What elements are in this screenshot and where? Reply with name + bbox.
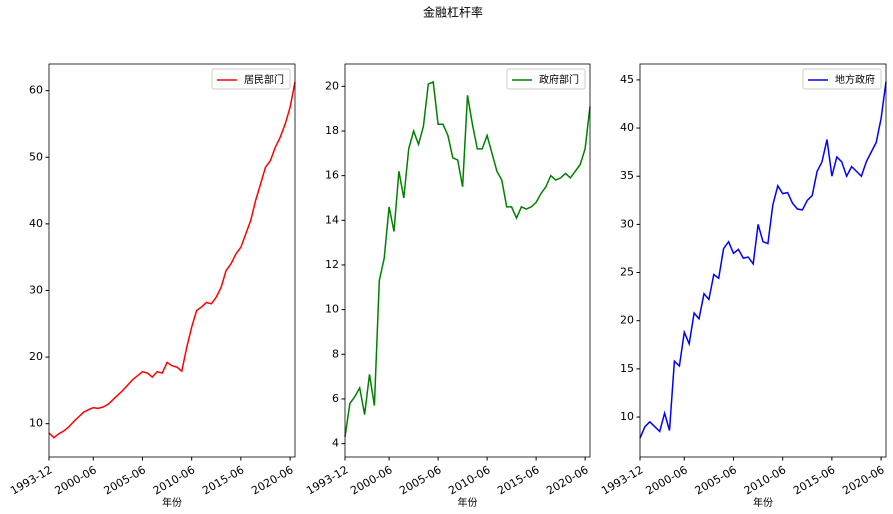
y-tick-label: 8 bbox=[332, 347, 339, 360]
x-axis-label: 年份 bbox=[162, 496, 182, 509]
data-line bbox=[344, 80, 591, 438]
y-tick-label: 18 bbox=[325, 124, 339, 137]
plot-frame bbox=[48, 63, 296, 458]
x-tick-label: 1993-12 bbox=[599, 463, 645, 497]
data-line bbox=[639, 81, 887, 439]
x-tick-label: 2005-06 bbox=[397, 463, 443, 497]
x-axis-label: 年份 bbox=[753, 496, 773, 509]
y-tick-label: 40 bbox=[29, 217, 43, 230]
legend-label: 政府部门 bbox=[539, 73, 579, 86]
x-axis-label: 年份 bbox=[458, 496, 478, 509]
x-tick-label: 2020-06 bbox=[840, 463, 886, 497]
x-tick-label: 1993-12 bbox=[8, 463, 54, 497]
legend-box bbox=[211, 68, 291, 90]
y-tick-label: 30 bbox=[29, 283, 43, 296]
y-tick-label: 10 bbox=[325, 303, 339, 316]
x-tick-label: 2000-06 bbox=[52, 463, 98, 497]
x-tick-label: 2010-06 bbox=[742, 463, 788, 497]
y-tick-label: 20 bbox=[29, 350, 43, 363]
y-tick-label: 35 bbox=[620, 169, 634, 182]
legend-label: 居民部门 bbox=[244, 73, 284, 86]
y-tick-label: 16 bbox=[325, 169, 339, 182]
legend-box bbox=[802, 68, 882, 90]
y-tick-label: 20 bbox=[620, 314, 634, 327]
x-tick-label: 2000-06 bbox=[643, 463, 689, 497]
y-tick-label: 20 bbox=[325, 79, 339, 92]
x-tick-label: 2000-06 bbox=[348, 463, 394, 497]
plot-frame bbox=[639, 63, 887, 458]
y-tick-label: 10 bbox=[620, 410, 634, 423]
y-tick-label: 40 bbox=[620, 121, 634, 134]
legend-label: 地方政府 bbox=[835, 73, 875, 86]
x-tick-label: 2015-06 bbox=[200, 463, 246, 497]
x-tick-label: 2015-06 bbox=[495, 463, 541, 497]
y-tick-label: 6 bbox=[332, 392, 339, 405]
x-tick-label: 2020-06 bbox=[249, 463, 295, 497]
y-tick-label: 60 bbox=[29, 84, 43, 97]
y-tick-label: 25 bbox=[620, 266, 634, 279]
data-line bbox=[48, 81, 296, 439]
x-tick-label: 2010-06 bbox=[151, 463, 197, 497]
y-tick-label: 15 bbox=[620, 362, 634, 375]
figure-title: 金融杠杆率 bbox=[423, 5, 483, 20]
legend-box bbox=[506, 68, 586, 90]
y-tick-label: 14 bbox=[325, 213, 339, 226]
y-tick-label: 12 bbox=[325, 258, 339, 271]
x-tick-label: 2005-06 bbox=[102, 463, 148, 497]
y-tick-label: 4 bbox=[332, 437, 339, 450]
x-tick-label: 1993-12 bbox=[304, 463, 350, 497]
y-tick-label: 10 bbox=[29, 417, 43, 430]
y-tick-label: 30 bbox=[620, 217, 634, 230]
x-tick-label: 2005-06 bbox=[693, 463, 739, 497]
x-tick-label: 2015-06 bbox=[791, 463, 837, 497]
y-tick-label: 50 bbox=[29, 150, 43, 163]
x-tick-label: 2020-06 bbox=[544, 463, 590, 497]
y-tick-label: 45 bbox=[620, 73, 634, 86]
plot-frame bbox=[344, 63, 591, 458]
x-tick-label: 2010-06 bbox=[446, 463, 492, 497]
